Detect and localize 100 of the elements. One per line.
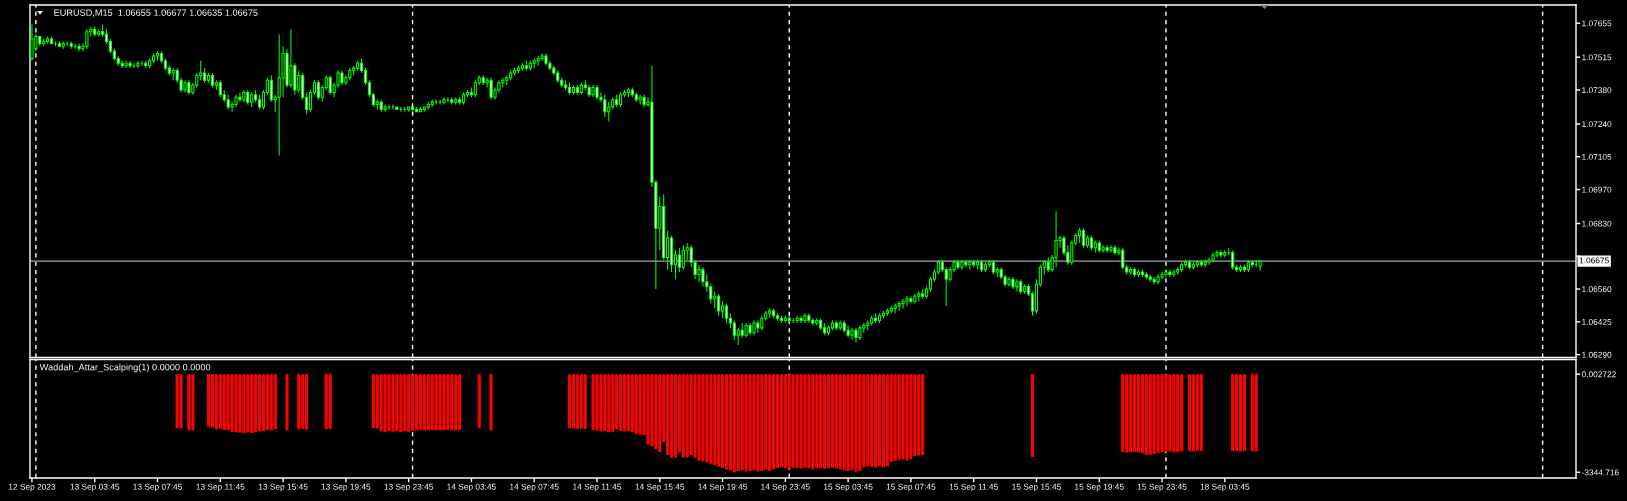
candlestick bbox=[407, 106, 411, 113]
candlestick bbox=[1136, 269, 1141, 278]
candlestick bbox=[128, 60, 132, 69]
candlestick bbox=[893, 303, 897, 314]
candlestick bbox=[854, 327, 858, 343]
candlestick bbox=[1152, 276, 1156, 285]
candlestick bbox=[815, 317, 819, 326]
y-tick-label: 1.06560 bbox=[1582, 286, 1612, 293]
candlestick bbox=[509, 70, 513, 81]
candlestick bbox=[564, 79, 568, 91]
candlestick bbox=[618, 91, 623, 108]
x-tick-label: 15 Sep 11:45 bbox=[949, 483, 998, 492]
candlestick bbox=[458, 96, 462, 106]
candlestick bbox=[489, 77, 493, 101]
candlestick bbox=[528, 60, 532, 72]
candlestick bbox=[155, 50, 160, 62]
x-tick-label: 14 Sep 19:45 bbox=[698, 483, 747, 492]
candlestick bbox=[328, 74, 332, 96]
candlestick bbox=[842, 320, 846, 334]
candlestick bbox=[819, 317, 823, 331]
candlestick bbox=[897, 300, 901, 312]
candlestick bbox=[866, 320, 870, 331]
candlestick bbox=[1207, 256, 1211, 266]
candlestick bbox=[136, 60, 140, 69]
candlestick bbox=[1011, 276, 1015, 290]
x-tick-label: 14 Sep 15:45 bbox=[635, 483, 685, 492]
candlestick bbox=[1078, 227, 1082, 244]
candlestick bbox=[183, 79, 187, 93]
x-tick-label: 14 Sep 11:45 bbox=[573, 483, 622, 492]
candlestick bbox=[513, 67, 517, 76]
candlestick bbox=[238, 91, 242, 103]
candlestick bbox=[826, 324, 831, 336]
candlestick bbox=[807, 312, 811, 324]
candlestick bbox=[418, 106, 422, 113]
candlestick bbox=[760, 315, 764, 331]
candlestick bbox=[779, 315, 783, 324]
y-tick-label: 1.06970 bbox=[1582, 186, 1612, 193]
candlestick bbox=[1007, 276, 1011, 288]
candlestick bbox=[603, 94, 607, 118]
candlestick bbox=[30, 23, 34, 62]
candlestick bbox=[881, 310, 886, 319]
x-tick-label: 13 Sep 15:45 bbox=[258, 483, 308, 492]
candlestick bbox=[1176, 266, 1180, 275]
candlestick bbox=[889, 305, 893, 314]
y-tick-label: 1.07655 bbox=[1582, 20, 1612, 27]
y-tick-label: 1.07515 bbox=[1582, 54, 1612, 61]
candlestick bbox=[520, 62, 525, 72]
candlestick bbox=[152, 53, 156, 64]
candlestick bbox=[870, 315, 874, 326]
candlestick bbox=[1160, 271, 1164, 280]
candlestick bbox=[395, 106, 399, 110]
candlestick bbox=[242, 89, 246, 103]
candlestick bbox=[1148, 273, 1152, 283]
candlestick bbox=[909, 295, 913, 305]
candlestick bbox=[1195, 259, 1199, 268]
candlestick bbox=[1250, 259, 1254, 268]
candlestick bbox=[148, 57, 152, 69]
candlestick bbox=[972, 259, 976, 268]
candlestick bbox=[77, 43, 81, 52]
candlestick bbox=[1223, 249, 1227, 258]
candlestick bbox=[1144, 271, 1148, 280]
candlestick bbox=[834, 320, 838, 331]
candlestick bbox=[771, 307, 776, 319]
x-tick-label: 14 Sep 23:45 bbox=[761, 483, 810, 492]
candlestick bbox=[1191, 261, 1195, 271]
candlestick bbox=[567, 82, 572, 96]
x-tick-label: 15 Sep 07:45 bbox=[886, 483, 936, 492]
candlestick bbox=[885, 307, 889, 317]
candlestick bbox=[799, 315, 803, 324]
candlestick bbox=[144, 60, 148, 69]
candlestick bbox=[874, 312, 878, 324]
candlestick bbox=[340, 70, 344, 86]
candlestick bbox=[430, 99, 434, 108]
candlestick bbox=[1187, 259, 1192, 271]
candlestick bbox=[187, 79, 191, 96]
candlestick bbox=[1211, 252, 1215, 263]
candlestick bbox=[976, 259, 980, 271]
candlestick bbox=[850, 327, 854, 341]
candlestick bbox=[968, 259, 972, 271]
candlestick bbox=[638, 94, 642, 106]
candlestick bbox=[257, 94, 262, 110]
candlestick bbox=[1132, 266, 1137, 278]
candlestick bbox=[356, 60, 360, 72]
candlestick bbox=[97, 28, 101, 38]
candlestick bbox=[1242, 264, 1247, 273]
candlestick bbox=[575, 84, 579, 96]
candlestick bbox=[571, 84, 576, 96]
candlestick bbox=[1081, 227, 1086, 249]
candlestick bbox=[1093, 239, 1097, 254]
candlestick bbox=[414, 106, 419, 113]
candlestick bbox=[823, 322, 827, 336]
candlestick bbox=[587, 84, 591, 98]
candlestick bbox=[634, 91, 638, 103]
candlestick bbox=[544, 53, 548, 67]
candlestick bbox=[913, 293, 917, 305]
x-tick-label: 12 Sep 2023 bbox=[8, 483, 56, 492]
candlestick bbox=[991, 259, 995, 275]
candlestick bbox=[462, 91, 466, 106]
x-tick-label: 13 Sep 03:45 bbox=[70, 483, 120, 492]
candlestick bbox=[379, 99, 383, 113]
